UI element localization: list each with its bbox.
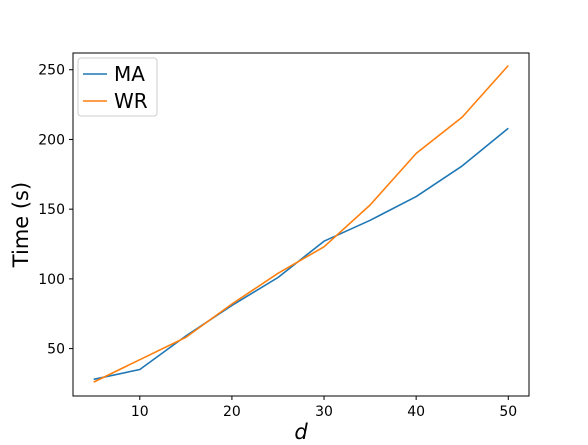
x-tick-label: 30 [315, 404, 333, 420]
y-tick-label: 250 [38, 63, 65, 79]
y-axis: 50 100 150 200 250 [38, 63, 73, 358]
y-tick-label: 100 [38, 272, 65, 288]
axes-frame [72, 52, 530, 397]
series-line-wr [93, 64, 509, 383]
legend-label-wr: WR [114, 89, 148, 113]
series-line-ma [93, 127, 509, 381]
x-tick-label: 20 [223, 404, 241, 420]
x-axis-label: d [294, 420, 308, 444]
x-tick-label: 10 [131, 404, 149, 420]
legend: MA WR [77, 57, 158, 117]
y-tick-label: 150 [38, 202, 65, 218]
y-axis-label: Time (s) [9, 182, 33, 268]
x-tick-label: 50 [499, 404, 517, 420]
legend-label-ma: MA [114, 62, 145, 86]
x-tick-label: 40 [407, 404, 425, 420]
y-tick-label: 50 [47, 342, 65, 358]
x-axis: 10 20 30 40 50 [131, 396, 517, 420]
y-tick-label: 200 [38, 132, 65, 148]
plot-area [93, 64, 509, 383]
